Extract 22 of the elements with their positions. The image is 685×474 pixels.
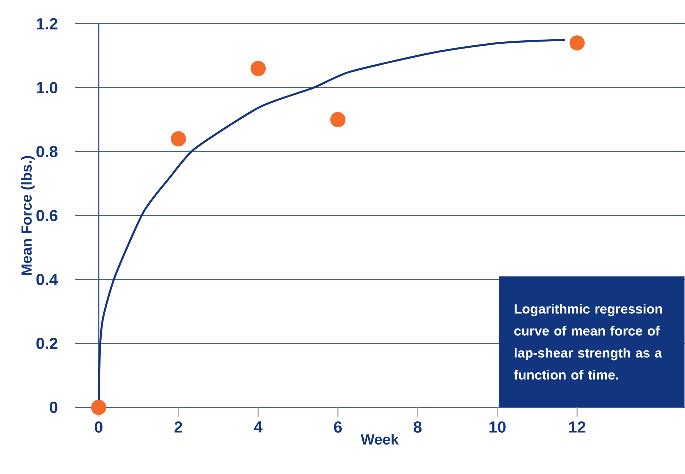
y-tick-label: 0.8 (36, 146, 58, 158)
y-tick-label: 0.4 (36, 274, 58, 286)
x-tick-label: 2 (174, 422, 182, 433)
y-tick-label: 0.2 (36, 338, 58, 350)
point (171, 131, 186, 147)
y-tick-label: 1.2 (37, 18, 58, 30)
y-axis-title: Mean Force (lbs.) (21, 156, 35, 276)
point (570, 36, 585, 51)
y-tick-label: 0.6 (36, 210, 58, 222)
y-tick-label: 1.0 (37, 82, 58, 94)
point (330, 112, 346, 128)
point (250, 61, 266, 76)
x-tick-label: 6 (334, 422, 342, 433)
x-tick-label: 12 (569, 422, 586, 433)
x-tick-label: 10 (490, 422, 506, 433)
x-tick-label: 0 (95, 422, 103, 433)
x-tick-label: 8 (414, 422, 422, 433)
x-tick-label: 4 (254, 422, 263, 433)
annotation: Logarithmic regression curve of mean force of lap-shear strength as a function of time. (514, 304, 662, 380)
y-tick-label: 0 (50, 402, 58, 414)
x-axis-title: Week (361, 434, 400, 445)
point (91, 400, 107, 416)
